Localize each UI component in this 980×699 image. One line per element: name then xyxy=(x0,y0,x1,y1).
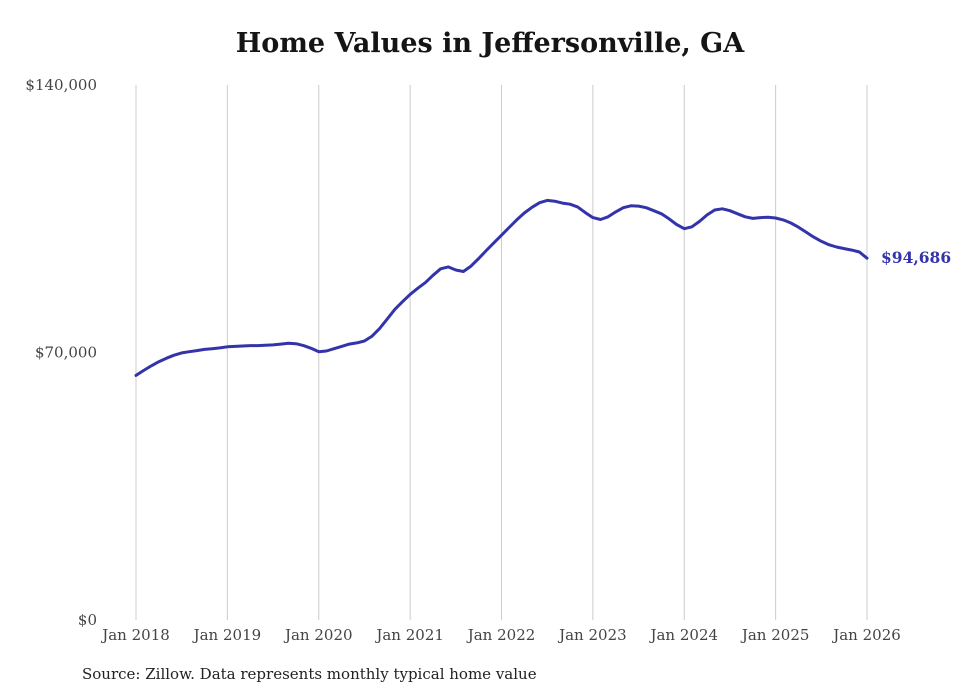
end-value-label: $94,686 xyxy=(881,248,951,267)
y-tick-label: $0 xyxy=(78,611,97,629)
y-tick-label: $70,000 xyxy=(35,344,97,362)
x-tick-label: Jan 2025 xyxy=(740,626,810,644)
x-tick-label: Jan 2020 xyxy=(283,626,353,644)
x-tick-label: Jan 2021 xyxy=(374,626,444,644)
x-tick-label: Jan 2022 xyxy=(466,626,536,644)
x-tick-label: Jan 2024 xyxy=(648,626,718,644)
x-tick-label: Jan 2026 xyxy=(831,626,901,644)
x-tick-label: Jan 2018 xyxy=(100,626,170,644)
chart-title: Home Values in Jeffersonville, GA xyxy=(235,28,745,59)
x-tick-label: Jan 2019 xyxy=(192,626,262,644)
source-note: Source: Zillow. Data represents monthly … xyxy=(82,665,537,683)
y-tick-label: $140,000 xyxy=(25,76,97,94)
home-value-line xyxy=(134,198,869,377)
x-tick-label: Jan 2023 xyxy=(557,626,627,644)
